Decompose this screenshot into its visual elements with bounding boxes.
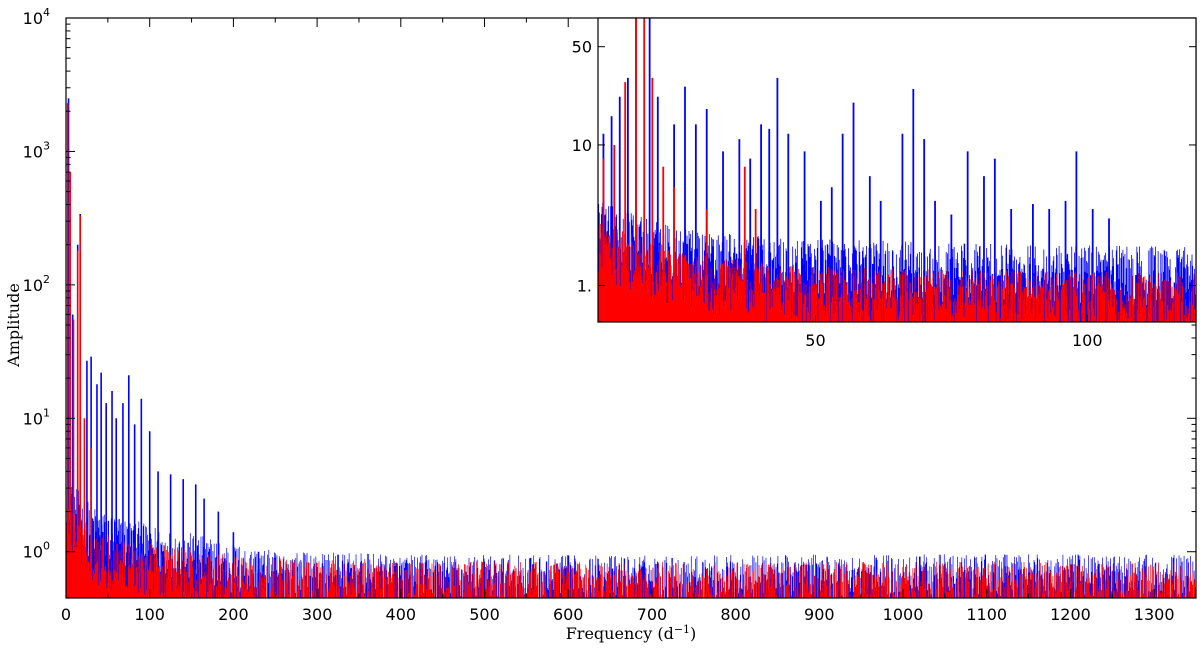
main-x-tick-label: 200: [218, 605, 249, 624]
y-axis-label: Amplitude: [4, 283, 23, 368]
inset-y-tick-label: 50: [572, 38, 592, 57]
main-y-tick-label: 104: [23, 6, 50, 28]
main-x-tick-label: 1100: [966, 605, 1007, 624]
inset-y-ticks: 1. 10 50: [572, 38, 1196, 296]
main-x-tick-label: 0: [61, 605, 71, 624]
main-y-ticks: 100 101 102 103 104: [23, 6, 1196, 562]
main-x-tick-label: 300: [302, 605, 333, 624]
main-x-tick-label: 600: [553, 605, 584, 624]
inset-series-layer: [598, 18, 1196, 322]
inset-series-2-spectrum: [598, 223, 1196, 322]
main-x-tick-label: 100: [134, 605, 165, 624]
inset-plot: 50 100 1. 10 50: [572, 17, 1197, 350]
main-y-tick-label: 101: [23, 406, 50, 428]
main-x-tick-label: 800: [720, 605, 751, 624]
main-series-layer: [66, 98, 1196, 598]
main-y-tick-label: 100: [23, 540, 50, 562]
inset-y-tick-label: 10: [572, 136, 592, 155]
main-y-tick-label: 103: [23, 139, 50, 161]
inset-x-tick-label: 100: [1072, 331, 1103, 350]
inset-y-tick-label: 1.: [577, 277, 592, 296]
main-x-tick-label: 500: [469, 605, 500, 624]
x-axis-label: Frequency (d−1): [566, 623, 697, 643]
inset-x-tick-label: 50: [805, 331, 825, 350]
main-y-tick-label: 102: [23, 273, 50, 295]
inset-plot-frame: [597, 17, 1197, 323]
main-x-tick-label: 400: [386, 605, 417, 624]
main-x-tick-label: 1000: [883, 605, 924, 624]
main-x-tick-label: 700: [637, 605, 668, 624]
main-x-ticks: 0 100 200 300 400 500 600 700 800 900 1000 1100 1200…: [61, 18, 1175, 624]
main-x-tick-label: 1200: [1050, 605, 1091, 624]
main-x-tick-label: 900: [804, 605, 835, 624]
inset-x-ticks: 50 100: [805, 315, 1103, 350]
main-x-tick-label: 1300: [1134, 605, 1175, 624]
